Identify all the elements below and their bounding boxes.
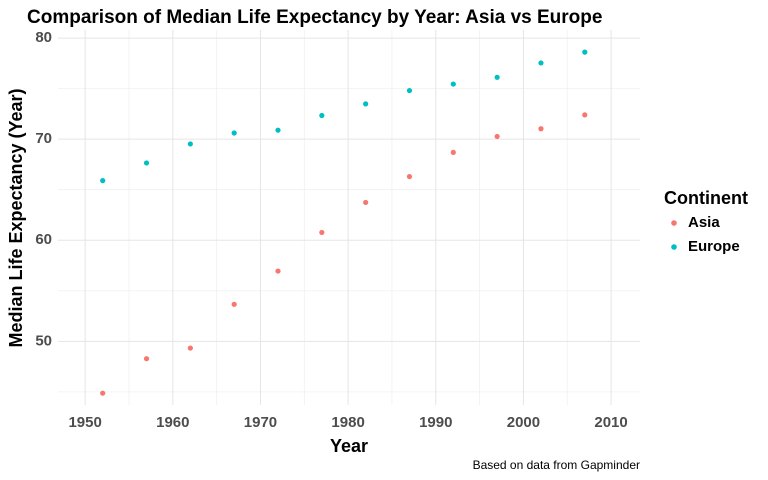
x-tick-label: 2000 bbox=[507, 414, 540, 431]
y-tick-label: 70 bbox=[35, 130, 52, 147]
point bbox=[319, 229, 325, 236]
point bbox=[187, 345, 193, 351]
point bbox=[450, 149, 456, 156]
point bbox=[406, 87, 413, 94]
x-tick-label: 1970 bbox=[244, 414, 277, 431]
point bbox=[143, 356, 150, 362]
point bbox=[100, 390, 106, 396]
point bbox=[275, 127, 281, 133]
point bbox=[494, 133, 500, 140]
point bbox=[538, 60, 544, 66]
point bbox=[187, 141, 193, 147]
point bbox=[231, 130, 237, 136]
legend-title: Continent bbox=[664, 188, 748, 208]
point bbox=[319, 112, 325, 119]
point bbox=[582, 49, 588, 55]
point bbox=[406, 173, 413, 180]
point bbox=[143, 160, 150, 166]
point bbox=[538, 126, 544, 132]
y-axis-label: Median Life Expectancy (Year) bbox=[6, 88, 26, 347]
point bbox=[275, 268, 281, 274]
point bbox=[363, 199, 369, 206]
point bbox=[494, 74, 500, 80]
x-tick-label: 2010 bbox=[594, 414, 627, 431]
y-tick-label: 50 bbox=[35, 332, 52, 349]
x-tick-label: 1960 bbox=[156, 414, 189, 431]
y-tick-label: 80 bbox=[35, 29, 52, 46]
legend-marker bbox=[671, 220, 677, 226]
point bbox=[231, 301, 237, 307]
legend-label: Europe bbox=[688, 238, 740, 255]
legend-marker bbox=[671, 244, 677, 250]
point bbox=[363, 101, 369, 107]
x-tick-label: 1980 bbox=[331, 414, 364, 431]
caption: Based on data from Gapminder bbox=[473, 458, 640, 472]
point bbox=[582, 112, 588, 118]
x-tick-label: 1950 bbox=[68, 414, 101, 431]
x-axis-label: Year bbox=[330, 436, 368, 456]
y-tick-label: 60 bbox=[35, 231, 52, 248]
x-tick-label: 1990 bbox=[419, 414, 452, 431]
legend-label: Asia bbox=[688, 214, 720, 231]
point bbox=[100, 178, 106, 184]
chart-title: Comparison of Median Life Expectancy by … bbox=[27, 7, 602, 28]
point bbox=[450, 81, 456, 87]
